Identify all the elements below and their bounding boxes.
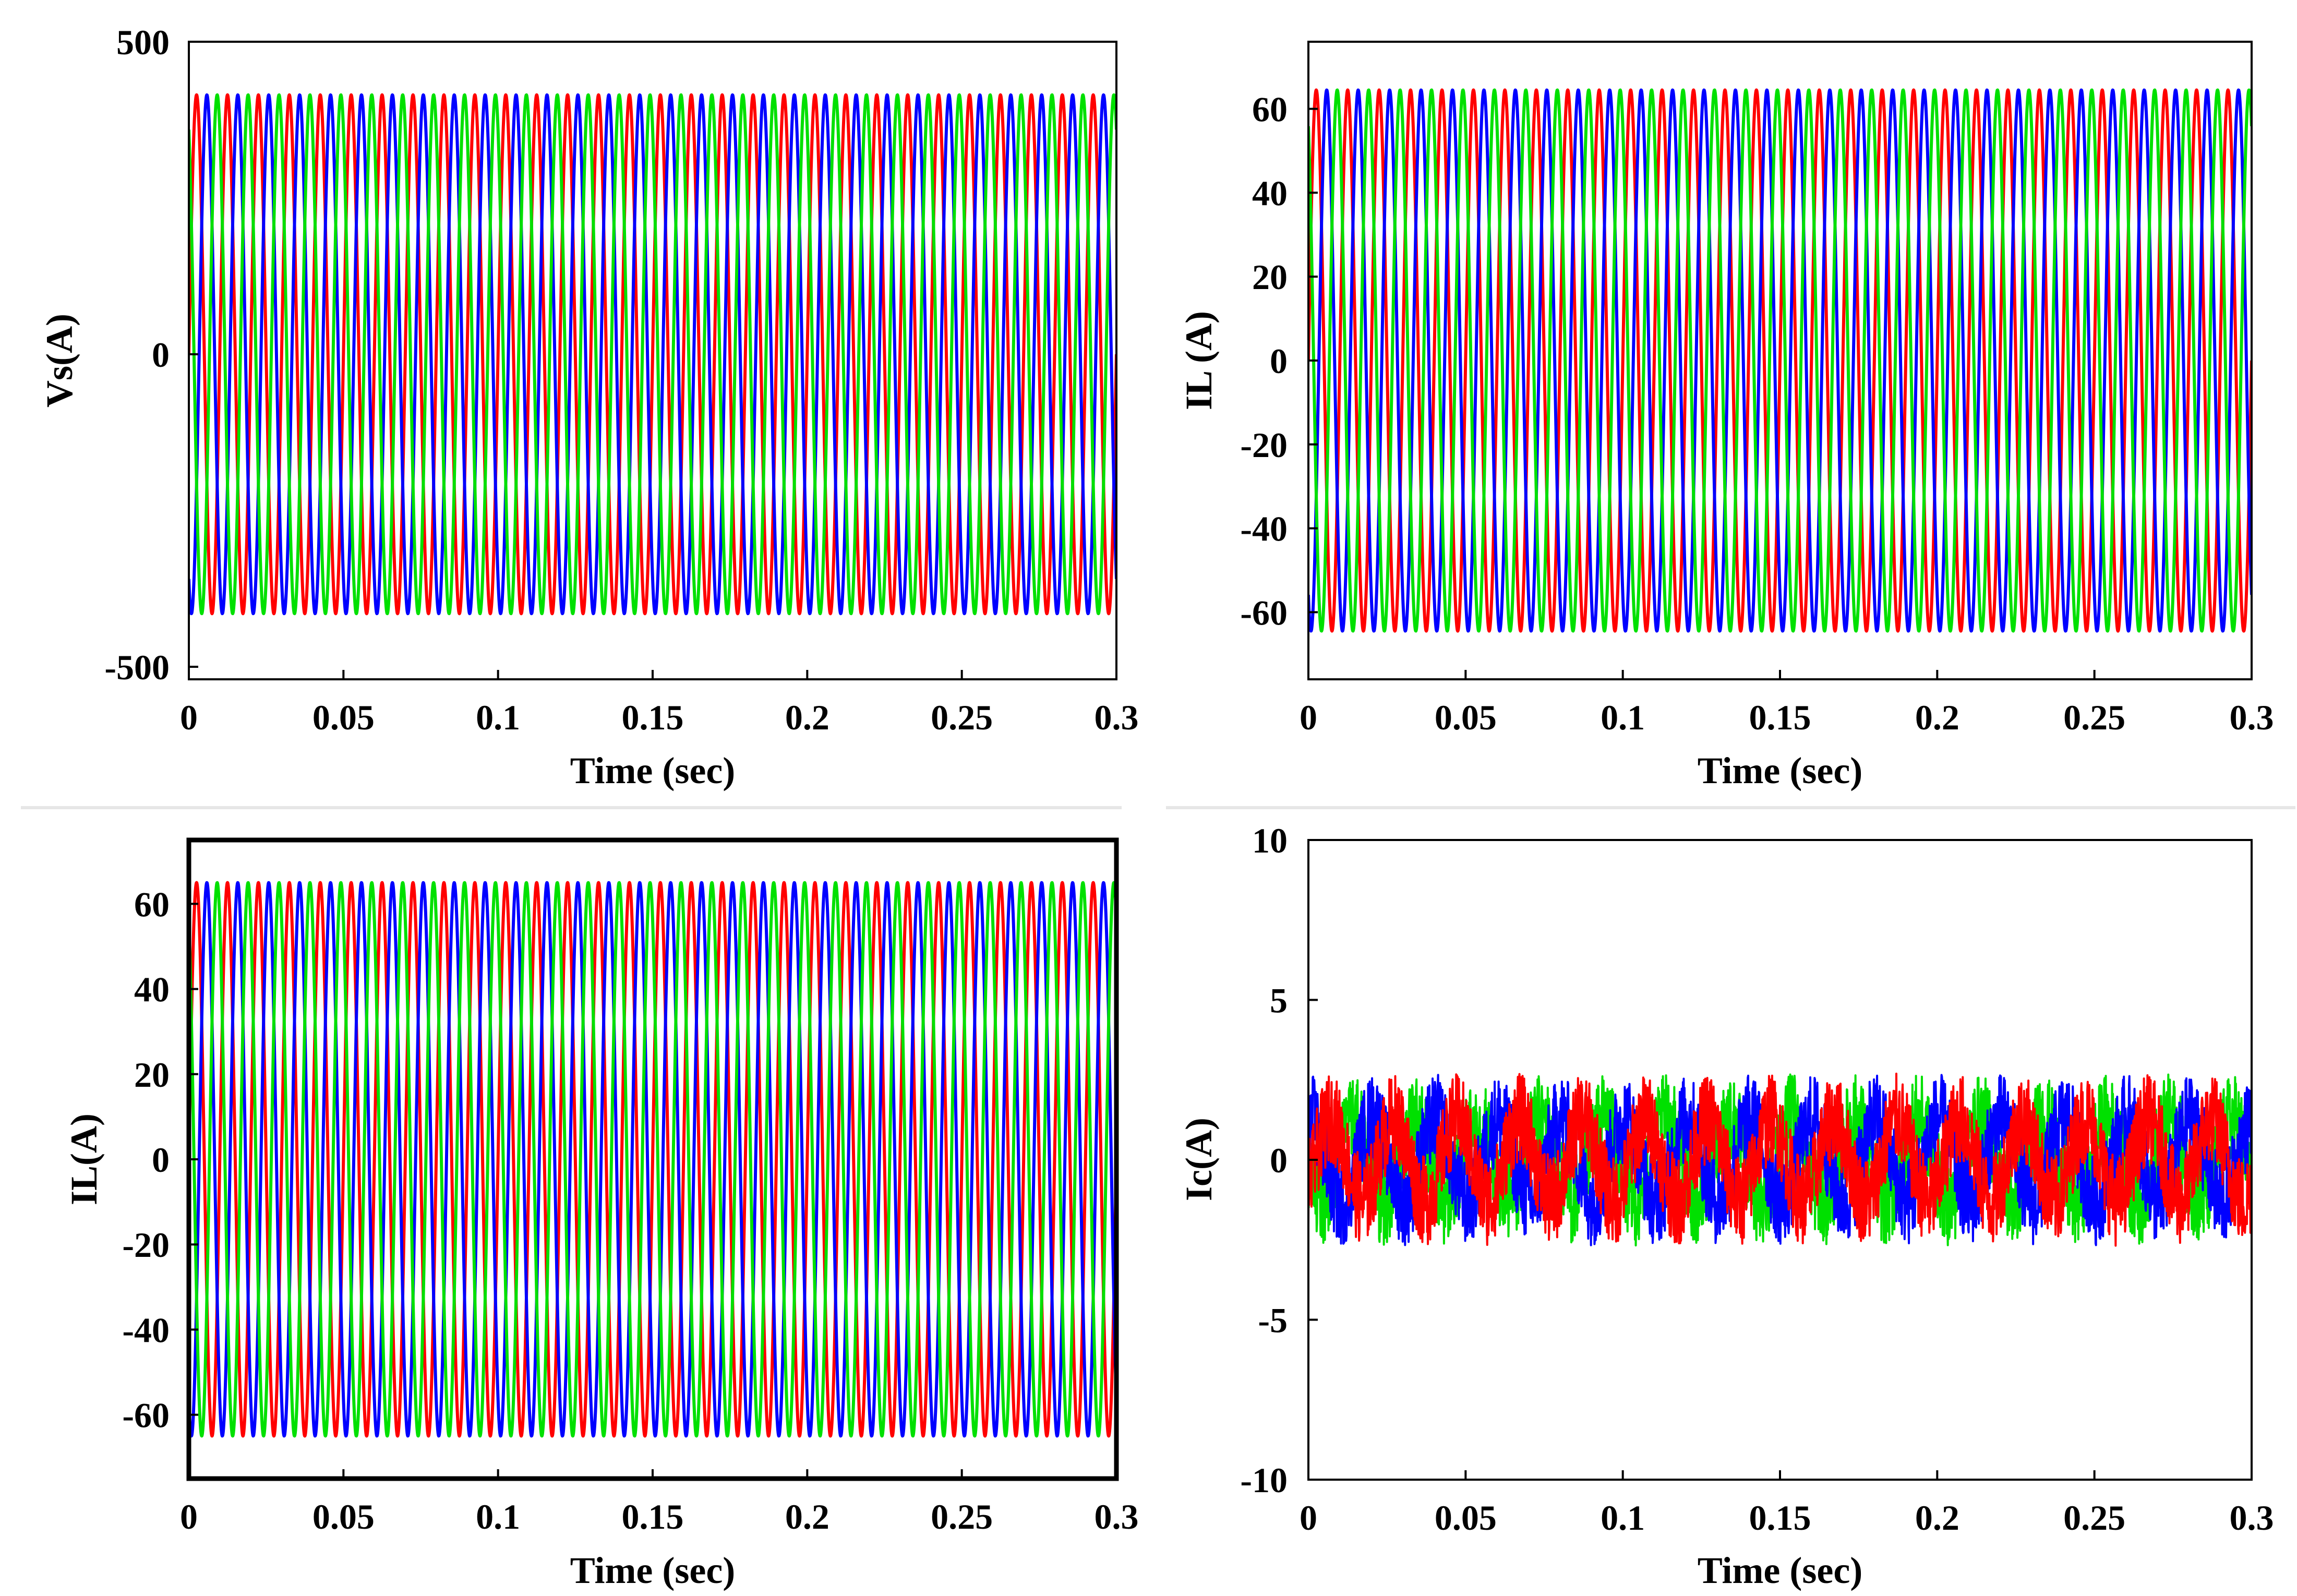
y-tick-label: -5 <box>1258 1301 1288 1340</box>
series-line-2 <box>189 93 1116 616</box>
y-tick-label: 10 <box>1252 821 1288 860</box>
y-tick-label: -40 <box>122 1310 170 1350</box>
y-tick-label: -20 <box>1240 425 1288 465</box>
series-line-1 <box>189 881 1116 1438</box>
chart-panel-compensating-current: 0 0.05 0.1 0.15 0.2 0.25 0.3 10 5 0 -5 -10 Time (se… <box>1178 821 2274 1591</box>
x-tick-label: 0 <box>180 698 198 737</box>
series-line-3 <box>1308 88 2252 633</box>
x-tick-label: 0.1 <box>1601 1498 1645 1538</box>
x-tick-label: 0.05 <box>312 1497 375 1537</box>
y-tick-label: 40 <box>1252 173 1288 213</box>
x-tick-label: 0.3 <box>1095 698 1139 737</box>
y-tick-label: 0 <box>1270 341 1288 381</box>
y-tick-label: -60 <box>122 1396 170 1435</box>
series-line-2 <box>1308 88 2252 633</box>
series-line-1 <box>189 93 1116 616</box>
x-tick-label: 0.25 <box>931 698 993 737</box>
x-tick-label: 0.15 <box>1749 698 1811 737</box>
series-line-2 <box>189 881 1116 1438</box>
x-tick-label: 0.1 <box>1601 698 1645 737</box>
x-tick-label: 0.15 <box>622 698 684 737</box>
chart-panel-source-voltage: 0 0.05 0.1 0.15 0.2 0.25 0.3 500 0 -500 Time (sec… <box>39 22 1139 791</box>
x-tick-label: 0.1 <box>476 1497 520 1537</box>
series-line-3 <box>189 881 1116 1438</box>
x-tick-label: 0 <box>1300 1498 1317 1538</box>
y-tick-label: 20 <box>1252 257 1288 297</box>
x-tick-label: 0.3 <box>1095 1497 1139 1537</box>
chart-panel-load-current-2: 0 0.05 0.1 0.15 0.2 0.25 0.3 60 40 20 0 -20 -40 -60 T… <box>63 837 1139 1591</box>
y-tick-label: 20 <box>134 1055 170 1095</box>
x-tick-label: 0.25 <box>931 1497 993 1537</box>
x-axis-title: Time (sec) <box>1698 750 1863 791</box>
y-tick-label: -60 <box>1240 593 1288 632</box>
y-tick-label: 5 <box>1270 981 1288 1021</box>
y-axis-title: IL(A) <box>63 1113 105 1205</box>
y-tick-label: -20 <box>122 1225 170 1265</box>
x-tick-label: 0.3 <box>2230 698 2274 737</box>
series-line-3 <box>1308 1072 2252 1247</box>
x-tick-label: 0.2 <box>1915 698 1959 737</box>
y-tick-label: 60 <box>134 884 170 924</box>
x-tick-label: 0 <box>180 1497 198 1537</box>
x-axis-title: Time (sec) <box>1698 1550 1863 1591</box>
x-tick-label: 0.05 <box>1435 698 1497 737</box>
x-tick-label: 0.25 <box>2063 698 2125 737</box>
y-tick-label: 40 <box>134 970 170 1010</box>
y-axis-title: Ic(A) <box>1178 1118 1220 1201</box>
series-line-1 <box>1308 88 2252 633</box>
y-tick-label: 500 <box>116 22 170 62</box>
y-axis-title: Vs(A) <box>39 314 80 407</box>
x-tick-label: 0.3 <box>2230 1498 2274 1538</box>
y-axis-title: IL (A) <box>1178 311 1220 410</box>
x-tick-label: 0 <box>1300 698 1317 737</box>
x-tick-label: 0.2 <box>785 1497 829 1537</box>
y-tick-label: 0 <box>152 335 170 375</box>
x-tick-label: 0.25 <box>2063 1498 2125 1538</box>
x-tick-label: 0.05 <box>1435 1498 1497 1538</box>
chart-panel-load-current: 0 0.05 0.1 0.15 0.2 0.25 0.3 60 40 20 0 -20 -40 -60 T… <box>1178 41 2274 791</box>
x-axis-title: Time (sec) <box>570 750 736 791</box>
series-line-2 <box>1308 1074 2252 1246</box>
x-tick-label: 0.1 <box>476 698 520 737</box>
y-tick-label: -40 <box>1240 509 1288 549</box>
x-axis-title: Time (sec) <box>570 1550 736 1591</box>
y-tick-label: 0 <box>152 1140 170 1180</box>
y-tick-label: -500 <box>104 647 170 687</box>
y-tick-label: 0 <box>1270 1141 1288 1180</box>
x-tick-label: 0.05 <box>312 698 375 737</box>
y-tick-label: -10 <box>1240 1460 1288 1500</box>
x-tick-label: 0.15 <box>622 1497 684 1537</box>
x-tick-label: 0.2 <box>1915 1498 1959 1538</box>
x-tick-label: 0.15 <box>1749 1498 1811 1538</box>
series-line-3 <box>189 93 1116 616</box>
x-tick-label: 0.2 <box>785 698 829 737</box>
y-tick-label: 60 <box>1252 90 1288 129</box>
